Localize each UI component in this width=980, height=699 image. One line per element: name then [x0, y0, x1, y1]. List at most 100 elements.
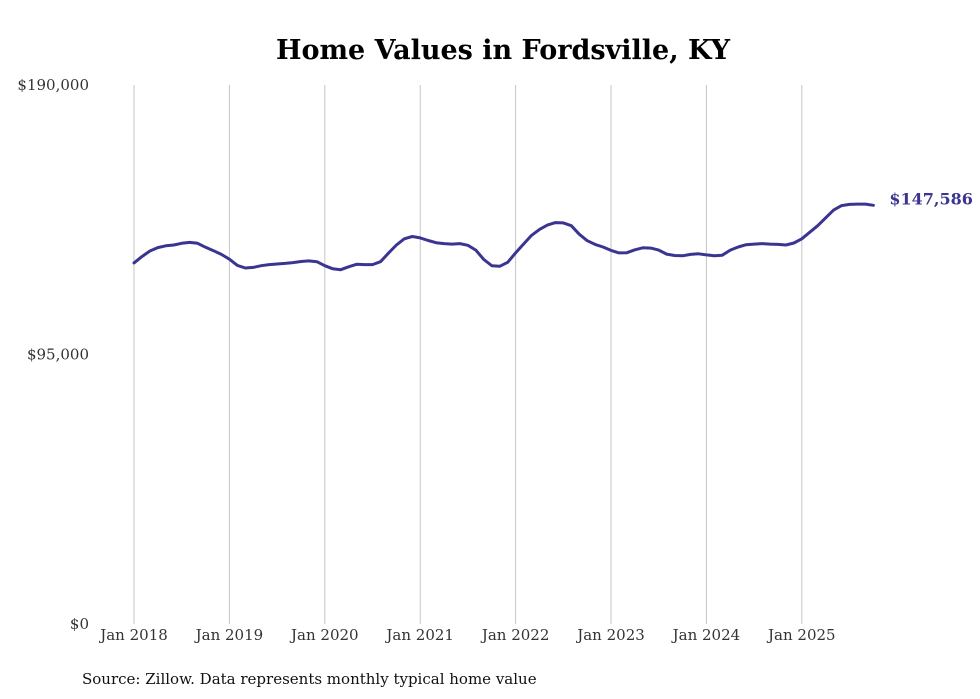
data-point [681, 254, 684, 257]
data-point [498, 265, 501, 268]
data-point [506, 261, 509, 264]
data-point [864, 203, 867, 206]
data-point [276, 263, 279, 266]
data-points [133, 203, 875, 272]
data-point [133, 261, 136, 264]
y-tick-label: $190,000 [17, 76, 89, 94]
data-point [705, 253, 708, 256]
data-point [618, 251, 621, 254]
data-point [625, 251, 628, 254]
y-tick-label: $0 [70, 615, 89, 633]
data-point [172, 244, 175, 247]
x-tick-label: Jan 2019 [194, 626, 264, 644]
data-point [474, 249, 477, 252]
data-point [610, 249, 613, 252]
data-point [260, 264, 263, 267]
data-point [816, 224, 819, 227]
data-point [856, 203, 859, 206]
data-point [761, 242, 764, 245]
data-point [586, 239, 589, 242]
y-tick-label: $95,000 [27, 346, 89, 364]
data-point [546, 224, 549, 227]
chart-title: Home Values in Fordsville, KY [276, 35, 731, 66]
data-point [307, 259, 310, 262]
data-point [808, 231, 811, 234]
grid-lines [133, 85, 803, 624]
data-point [562, 221, 565, 224]
data-point [148, 250, 151, 253]
data-point [713, 254, 716, 257]
data-point [657, 249, 660, 252]
data-point [458, 242, 461, 245]
data-point [395, 244, 398, 247]
x-tick-label: Jan 2025 [766, 626, 836, 644]
data-point [355, 263, 358, 266]
source-note: Source: Zillow. Data represents monthly … [82, 670, 537, 688]
data-point [244, 267, 247, 270]
data-point [371, 263, 374, 266]
y-axis-ticks: $0 $95,000 $190,000 [17, 76, 89, 633]
data-point [737, 246, 740, 249]
data-point [387, 252, 390, 255]
data-point [419, 236, 422, 239]
x-tick-label: Jan 2021 [384, 626, 454, 644]
data-point [753, 243, 756, 246]
data-point [538, 228, 541, 231]
data-point [514, 251, 517, 254]
data-point [594, 243, 597, 246]
x-tick-label: Jan 2024 [671, 626, 741, 644]
data-point [403, 237, 406, 240]
data-point [339, 268, 342, 271]
data-point [729, 249, 732, 252]
data-point [490, 264, 493, 267]
x-tick-label: Jan 2023 [575, 626, 645, 644]
data-point [832, 209, 835, 212]
data-point [252, 266, 255, 269]
data-point [331, 267, 334, 270]
data-point [665, 253, 668, 256]
x-tick-label: Jan 2020 [289, 626, 359, 644]
data-point [435, 241, 438, 244]
data-point [228, 258, 231, 261]
data-point [427, 239, 430, 242]
data-point [347, 265, 350, 268]
data-point [602, 246, 605, 249]
data-point [824, 216, 827, 219]
data-point [188, 241, 191, 244]
data-point [204, 246, 207, 249]
series-line-home-value [132, 202, 875, 272]
data-point [236, 264, 239, 267]
data-point [872, 204, 875, 207]
x-tick-label: Jan 2018 [98, 626, 168, 644]
data-point [292, 261, 295, 264]
data-point [641, 246, 644, 249]
end-value-label: $147,586 [889, 189, 973, 208]
data-point [212, 249, 215, 252]
data-point [466, 244, 469, 247]
data-point [482, 258, 485, 261]
data-point [530, 234, 533, 237]
x-tick-label: Jan 2022 [480, 626, 550, 644]
data-point [315, 260, 318, 263]
data-point [379, 260, 382, 263]
data-point [554, 221, 557, 224]
data-point [721, 254, 724, 257]
data-point [745, 243, 748, 246]
data-point [800, 237, 803, 240]
data-point [284, 262, 287, 265]
data-point [140, 255, 143, 258]
data-point [570, 224, 573, 227]
data-point [164, 244, 167, 247]
data-point [792, 242, 795, 245]
data-point [522, 243, 525, 246]
data-point [689, 253, 692, 256]
data-point [451, 243, 454, 246]
data-point [633, 248, 636, 251]
data-point [323, 264, 326, 267]
data-point [411, 235, 414, 238]
data-point [156, 246, 159, 249]
data-point [673, 254, 676, 257]
data-point [196, 242, 199, 245]
x-axis-ticks: Jan 2018 Jan 2019 Jan 2020 Jan 2021 Jan 2022… [98, 626, 835, 644]
